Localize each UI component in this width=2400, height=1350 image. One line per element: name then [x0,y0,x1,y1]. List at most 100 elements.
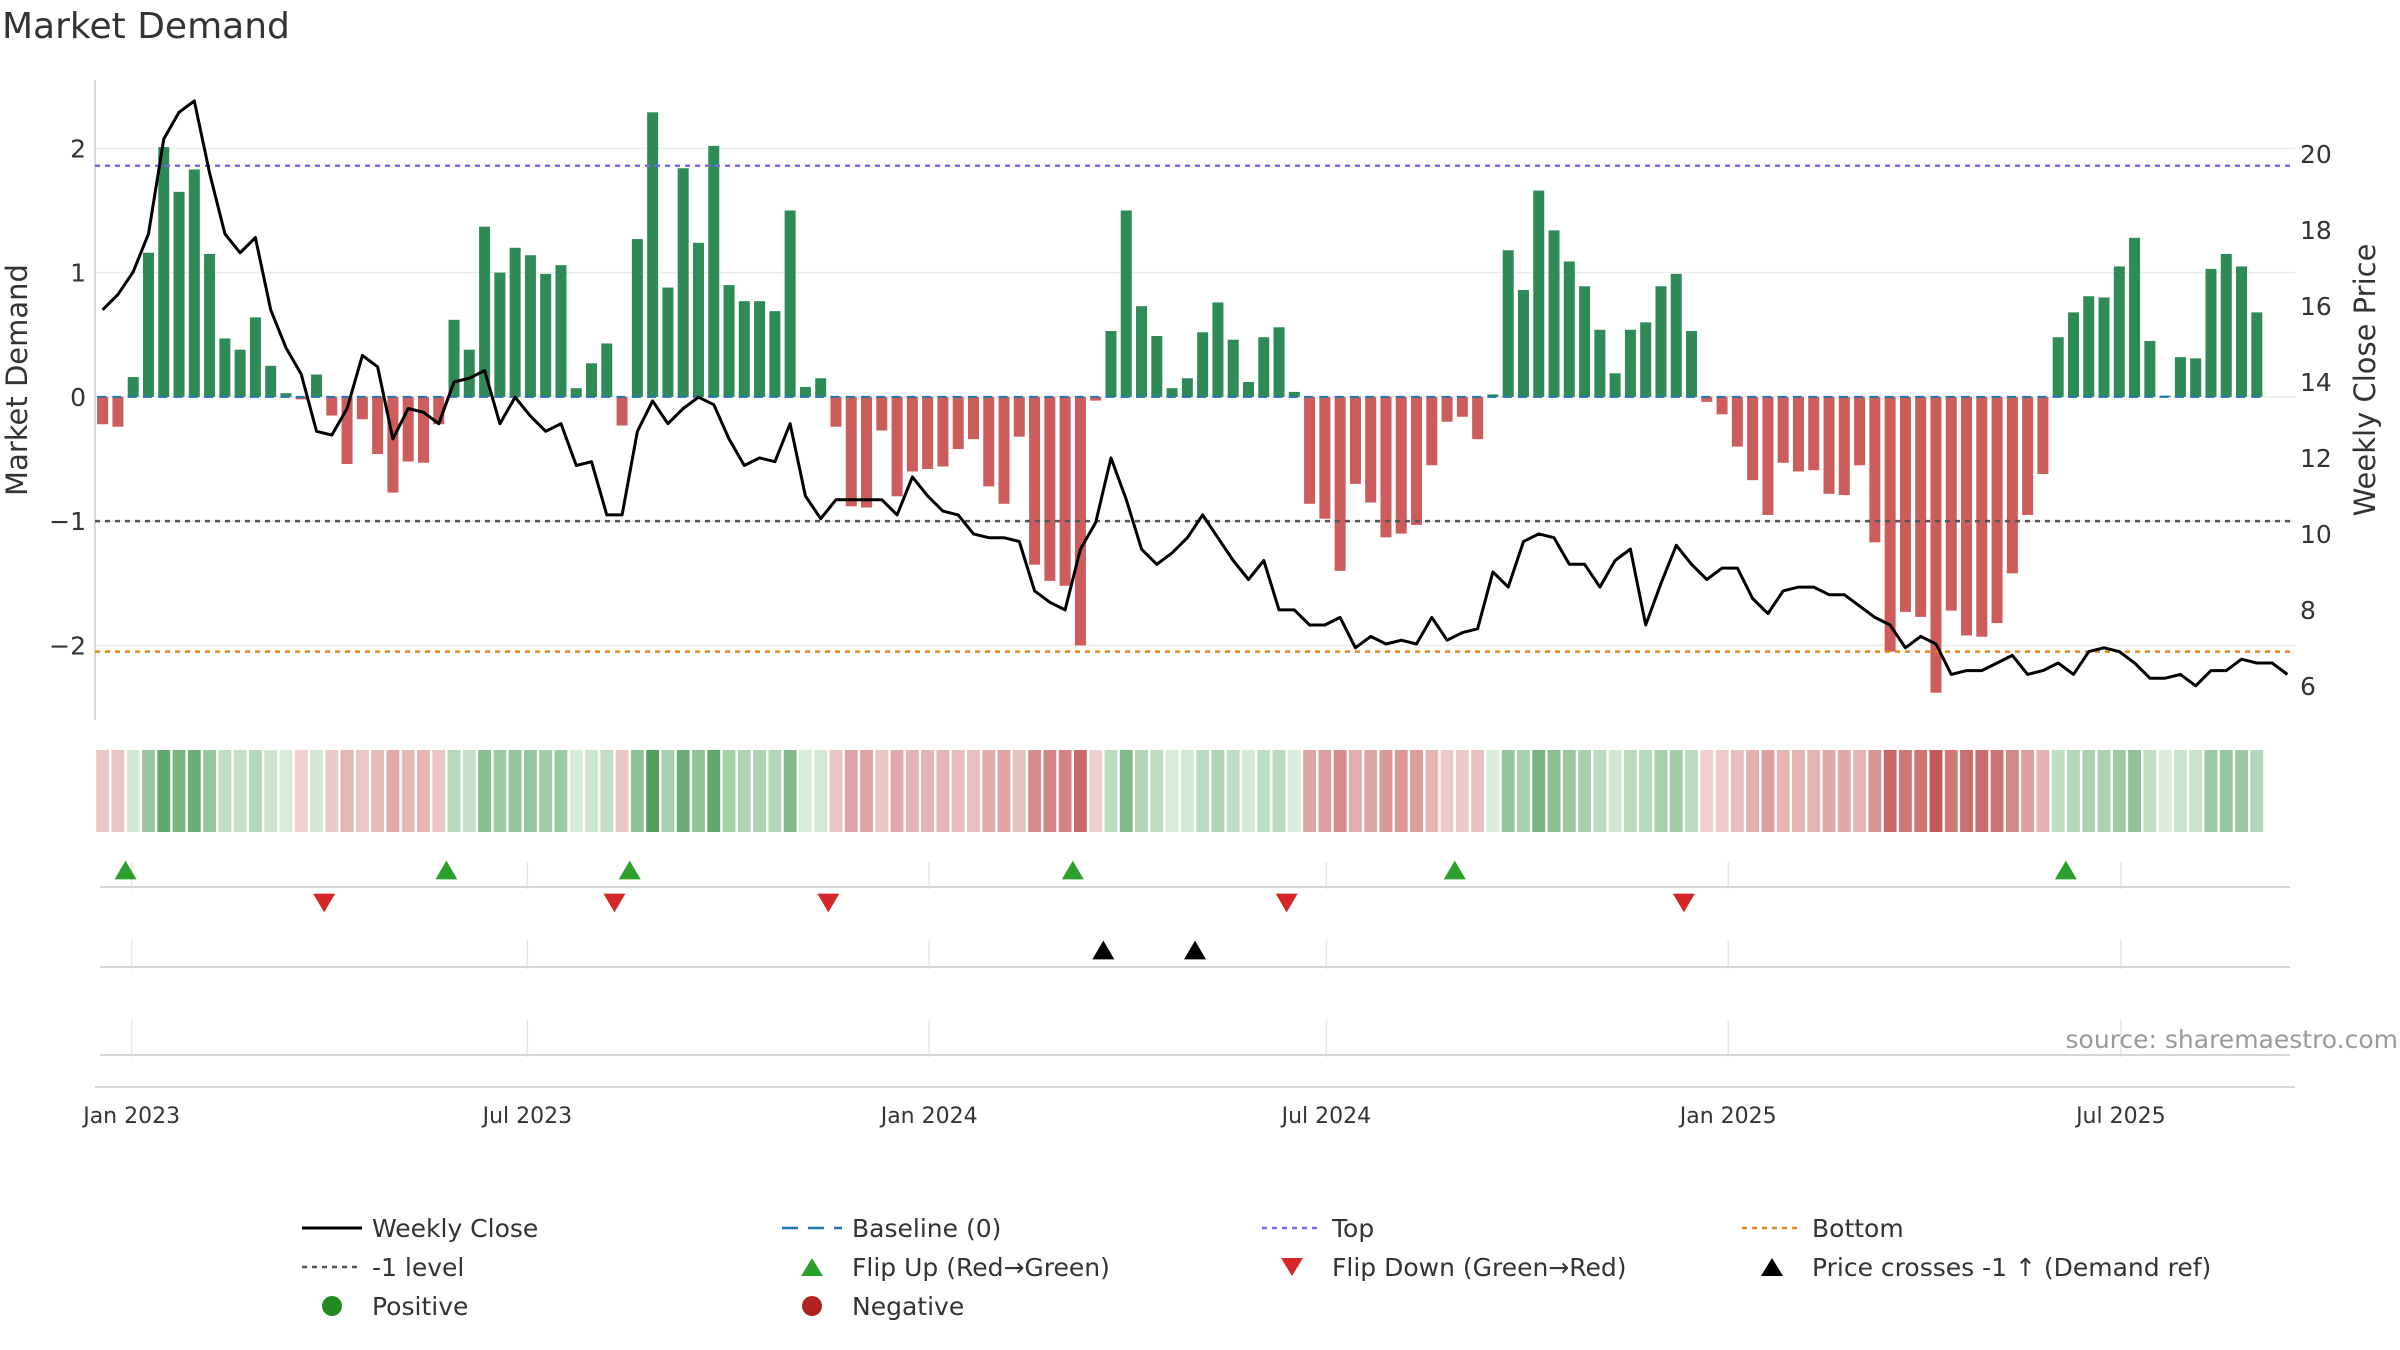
heat-cell [417,750,430,832]
legend-symbol-flip-up [801,1258,823,1276]
y2-axis-label: Weekly Close Price [2348,244,2382,517]
demand-bar-negative [1365,396,1377,503]
page-title: Market Demand [2,6,290,47]
demand-bar-positive [265,365,277,397]
demand-bar-positive [2205,268,2217,397]
demand-bar-positive [784,210,796,397]
heat-cell [1944,750,1958,832]
heat-cell [951,750,965,832]
heat-cell [890,750,904,832]
legend-symbol-weekly-close [302,1226,362,1230]
heat-cell [722,750,736,832]
heat-cell [1150,750,1164,832]
demand-bar-negative [1838,396,1850,496]
heat-cell [447,750,461,832]
heat-cell [1532,750,1546,832]
demand-bar-positive [479,226,491,397]
y2-tick-label: 6 [2300,672,2316,701]
demand-bar-negative [356,396,368,420]
heat-cell [783,750,797,832]
demand-bar-negative [1869,396,1881,543]
demand-bar-positive [1487,394,1499,397]
demand-bar-negative [830,396,842,427]
heat-cell [600,750,614,832]
demand-bar-negative [952,396,964,450]
legend-triangle-up [801,1258,823,1276]
heat-cell [676,750,690,832]
y2-tick-label: 10 [2300,520,2332,549]
x-tick-label: Jul 2025 [2074,1104,2166,1129]
demand-bar-positive [204,253,216,397]
x-tick-label: Jan 2023 [81,1104,180,1129]
demand-bar-negative [1899,396,1911,612]
legend-circle-mark [802,1296,822,1316]
heat-cell [340,750,354,832]
demand-bar-positive [1502,250,1514,397]
flip-up-marker [618,860,641,880]
heat-cell [585,750,598,832]
flip-down-marker [817,893,840,913]
demand-bar-positive [1197,332,1209,397]
heat-cell [2036,750,2050,832]
flip-up-marker [435,860,458,880]
demand-bar-positive [494,272,506,397]
demand-bar-negative [1854,396,1866,466]
demand-bar-positive [1686,331,1698,397]
heat-cell [936,750,950,832]
demand-bar-positive [234,349,246,397]
y-tick-label: −1 [49,507,86,536]
heat-cell [2158,750,2172,832]
heat-cell [692,750,705,832]
demand-bar-negative [1319,396,1331,519]
demand-bar-positive [173,191,185,397]
demand-bar-positive [677,168,689,397]
legend-circle-mark [322,1296,342,1316]
heat-cell [1578,750,1591,832]
demand-bar-negative [1701,396,1713,402]
heat-cell [203,750,216,832]
demand-bar-negative [1380,396,1392,538]
heat-cell [111,750,125,832]
demand-bar-negative [1411,396,1423,525]
y2-tick-label: 12 [2300,444,2332,473]
demand-bar-positive [1563,261,1575,397]
legend-triangle-up [1761,1258,1783,1276]
heat-cell [126,750,140,832]
heat-cell [967,750,980,832]
price-cross-marker [1092,940,1115,960]
heat-cell [2204,750,2218,832]
demand-bar-negative [1441,396,1453,422]
heat-cell [829,750,843,832]
legend-symbol-positive [322,1296,342,1316]
demand-bar-positive [692,242,704,397]
demand-bar-negative [906,396,918,472]
flip-up-marker [2054,860,2077,880]
heat-cell [982,750,996,832]
heat-cell [310,750,323,832]
legend-symbol-bottom [1742,1226,1802,1230]
heat-cell [1562,750,1576,832]
heat-cell [1318,750,1332,832]
demand-bar-negative [1334,396,1346,571]
heat-cell [1700,750,1714,832]
heat-cell [1837,750,1851,832]
demand-bar-negative [1349,396,1361,484]
heat-cell [1135,750,1148,832]
flip-up-marker [114,860,137,880]
heat-cell [1853,750,1866,832]
demand-bar-positive [1609,373,1621,397]
heat-cell [753,750,766,832]
heat-cell [2082,750,2096,832]
demand-bar-negative [1884,396,1896,652]
y-tick-label: 2 [70,134,86,163]
demand-bar-positive [1640,322,1652,397]
demand-bar-negative [861,396,873,508]
demand-bar-negative [1930,396,1942,693]
demand-bar-negative [433,396,445,425]
heat-cell [478,750,491,832]
demand-bar-positive [1579,286,1591,397]
flip-down-marker [603,893,626,913]
demand-bar-negative [1044,396,1056,581]
y-tick-label: 1 [70,259,86,288]
